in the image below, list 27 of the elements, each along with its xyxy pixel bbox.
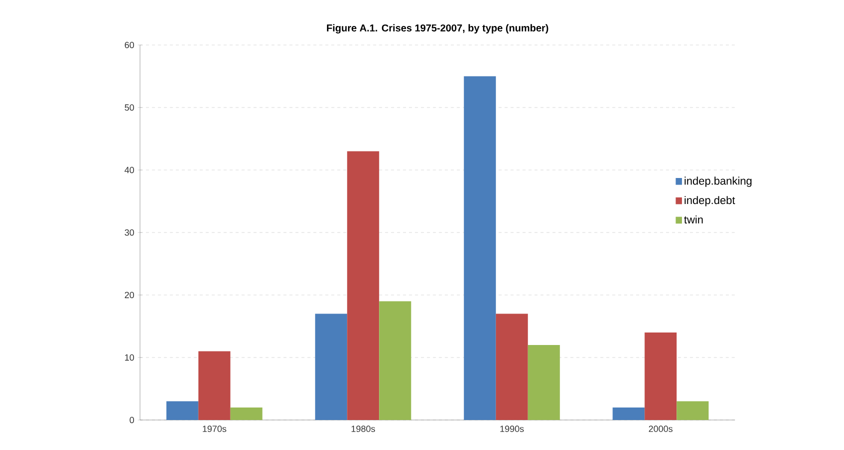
x-tick-label: 1980s	[352, 426, 376, 432]
bar	[198, 351, 230, 420]
bar	[464, 76, 496, 420]
y-tick-label: 50	[124, 104, 134, 111]
bar	[166, 401, 198, 420]
y-tick-label: 30	[124, 229, 134, 236]
bar	[230, 408, 262, 420]
bar	[528, 345, 560, 420]
bar	[612, 408, 645, 420]
y-tick-label: 10	[125, 354, 134, 361]
bar	[676, 401, 709, 420]
x-tick-label: 1990s	[500, 426, 524, 432]
chart-title: Figure A.1. Crises 1975-2007, by type (number)	[326, 24, 548, 34]
bar	[644, 332, 677, 420]
y-tick-label: 40	[124, 166, 134, 174]
y-tick-label: 60	[124, 42, 134, 48]
legend-label: twin	[684, 215, 703, 224]
x-tick-label: 2000s	[648, 426, 673, 432]
legend-label: indep.debt	[684, 196, 736, 206]
bar	[496, 314, 528, 420]
legend-label: indep.banking	[684, 176, 752, 187]
x-tick-label: 1970s	[202, 426, 226, 432]
bar	[315, 314, 348, 420]
y-tick-label: 0	[130, 416, 134, 424]
bar	[347, 151, 380, 420]
y-tick-label: 20	[124, 292, 134, 298]
bar	[379, 301, 412, 420]
